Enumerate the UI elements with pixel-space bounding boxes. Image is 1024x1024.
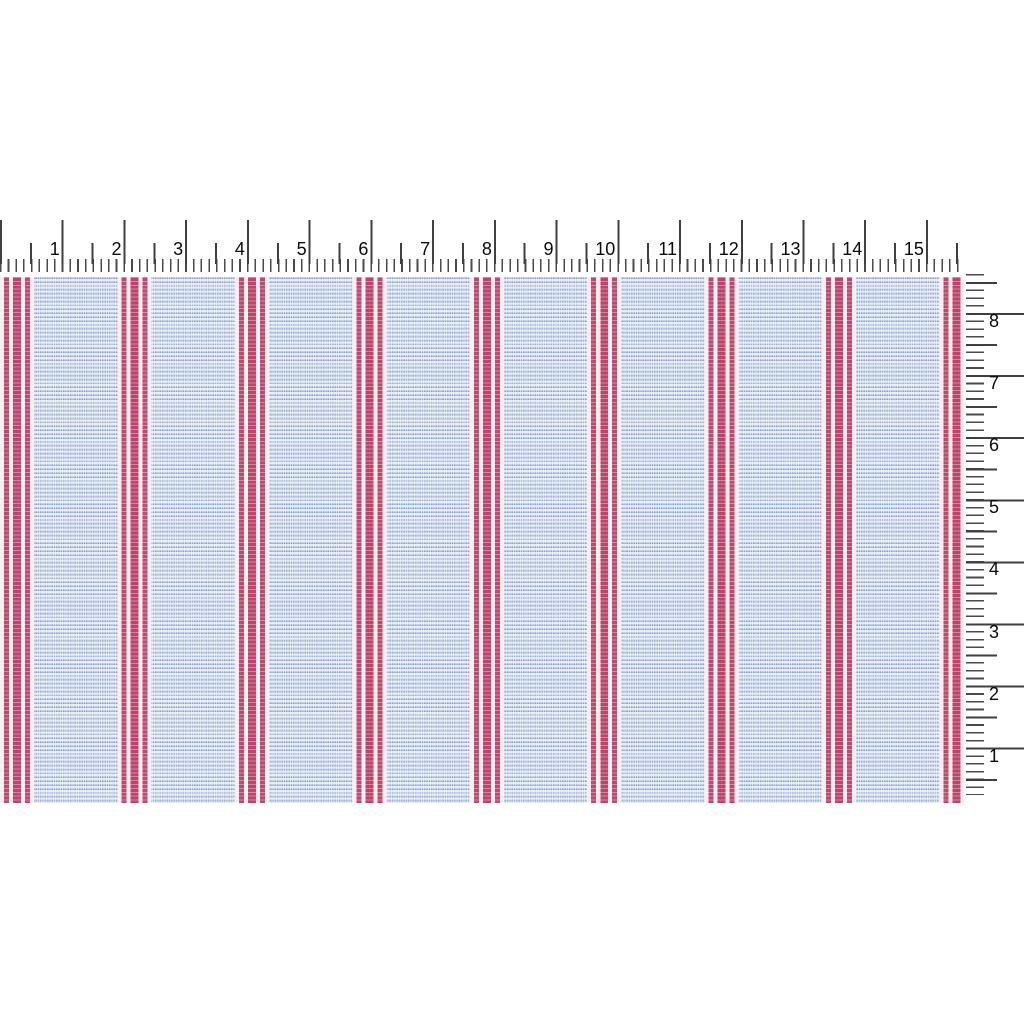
h-ruler-label-3: 3 — [173, 239, 184, 259]
h-ruler-label-15: 15 — [903, 239, 924, 259]
v-ruler-label-1: 1 — [989, 745, 1000, 766]
h-ruler-label-11: 11 — [658, 239, 678, 259]
horizontal-ruler: 1 2 3 4 5 6 7 8 9 10 11 12 13 14 15 — [0, 218, 964, 274]
v-ruler-label-4: 4 — [989, 559, 1000, 580]
v-ruler-label-2: 2 — [989, 683, 1000, 704]
h-ruler-label-9: 9 — [543, 239, 554, 259]
v-ruler-label-3: 3 — [989, 621, 1000, 642]
fabric-swatch — [0, 277, 964, 803]
h-ruler-label-12: 12 — [718, 239, 739, 259]
h-ruler-label-1: 1 — [49, 239, 60, 259]
v-ruler-label-7: 7 — [989, 373, 1000, 394]
h-ruler-label-10: 10 — [595, 239, 616, 259]
v-ruler-label-8: 8 — [989, 311, 1000, 331]
v-ruler-label-6: 6 — [989, 435, 1000, 456]
h-ruler-label-4: 4 — [234, 239, 245, 259]
h-ruler-label-6: 6 — [358, 239, 369, 259]
h-ruler-label-8: 8 — [481, 239, 492, 259]
vertical-ruler: 8 7 6 5 4 3 2 1 — [966, 272, 1024, 800]
h-ruler-label-14: 14 — [842, 239, 863, 259]
v-ruler-label-5: 5 — [989, 497, 1000, 518]
h-ruler-label-7: 7 — [420, 239, 431, 259]
h-ruler-label-5: 5 — [296, 239, 307, 259]
h-ruler-label-13: 13 — [780, 239, 801, 259]
h-ruler-label-2: 2 — [111, 239, 122, 259]
